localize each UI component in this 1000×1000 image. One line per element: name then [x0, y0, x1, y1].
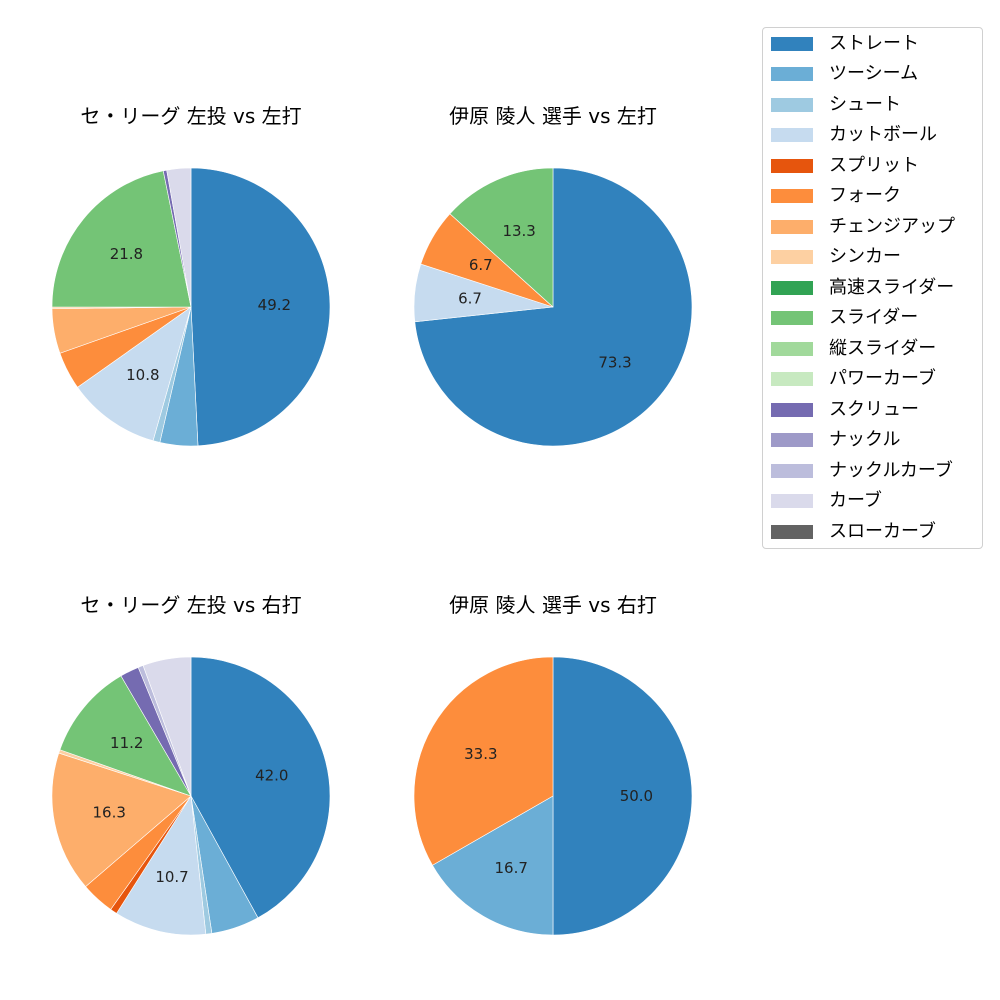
pie-slice-label: 42.0: [255, 766, 288, 784]
legend-swatch: [771, 189, 813, 203]
legend-label: シュート: [829, 94, 901, 115]
legend-item: カットボール: [771, 125, 937, 145]
pie-slice: [414, 167, 693, 447]
pie-slice-label: 6.7: [458, 289, 482, 307]
chart-title-ihara-vs-right: 伊原 陵人 選手 vs 右打: [449, 593, 657, 617]
legend-swatch: [771, 250, 813, 264]
legend-swatch: [771, 281, 813, 295]
pie-slice: [116, 795, 207, 936]
legend-swatch: [771, 464, 813, 478]
legend-label: ストレート: [829, 33, 919, 54]
legend-label: 縦スライダー: [829, 338, 937, 359]
pie-slice: [413, 656, 554, 866]
legend-swatch: [771, 372, 813, 386]
legend-item: シュート: [771, 95, 901, 115]
pie-slice: [142, 656, 192, 797]
legend-label: スローカーブ: [829, 521, 936, 542]
pie-slice-label: 6.7: [469, 256, 493, 274]
legend-label: カットボール: [829, 124, 937, 145]
legend-label: スクリュー: [829, 399, 919, 420]
pie-slice: [190, 167, 331, 447]
pie-league-vs-left: 49.2 10.8 21.8: [51, 167, 331, 447]
legend-item: フォーク: [771, 186, 901, 206]
legend-item: ストレート: [771, 34, 919, 54]
legend-label: パワーカーブ: [829, 368, 936, 389]
pie-slice-label: 49.2: [258, 296, 291, 314]
pie-league-vs-right: 42.0 10.7 16.3 11.2: [51, 656, 331, 936]
legend-swatch: [771, 494, 813, 508]
pie-slice: [51, 752, 192, 888]
pie-slice-label: 10.8: [126, 366, 159, 384]
legend-label: シンカー: [829, 246, 901, 267]
pie-slice: [51, 170, 192, 308]
pie-slice-label: 13.3: [502, 222, 535, 240]
pie-slice-label: 10.7: [155, 868, 188, 886]
legend-item: ツーシーム: [771, 64, 918, 84]
legend: ストレート ツーシーム シュート カットボール スプリット フォーク チェンジア…: [762, 27, 983, 549]
legend-swatch: [771, 67, 813, 81]
legend-item: ナックルカーブ: [771, 461, 953, 481]
chart-title-league-vs-right: セ・リーグ 左投 vs 右打: [80, 593, 302, 617]
chart-title-ihara-vs-left: 伊原 陵人 選手 vs 左打: [449, 104, 657, 128]
pie-slice: [59, 675, 192, 797]
legend-item: シンカー: [771, 247, 901, 267]
pie-slice-label: 50.0: [620, 787, 653, 805]
legend-swatch: [771, 128, 813, 142]
legend-item: ナックル: [771, 430, 900, 450]
pie-ihara-vs-left: 73.3 6.7 6.7 13.3: [413, 167, 693, 447]
pie-slice-label: 11.2: [110, 734, 143, 752]
pie-slice-label: 21.8: [110, 245, 143, 263]
legend-label: ナックルカーブ: [829, 460, 953, 481]
legend-swatch: [771, 311, 813, 325]
legend-swatch: [771, 403, 813, 417]
legend-item: スライダー: [771, 308, 918, 328]
legend-label: フォーク: [829, 185, 901, 206]
pie-slice: [166, 167, 192, 308]
legend-item: カーブ: [771, 491, 882, 511]
legend-label: カーブ: [829, 490, 882, 511]
legend-item: 高速スライダー: [771, 278, 954, 298]
pie-slice: [190, 656, 331, 919]
legend-item: チェンジアップ: [771, 217, 955, 237]
legend-item: スプリット: [771, 156, 919, 176]
legend-label: スプリット: [829, 155, 919, 176]
legend-label: チェンジアップ: [829, 216, 955, 237]
legend-swatch: [771, 342, 813, 356]
pie-slice-label: 73.3: [598, 354, 631, 372]
legend-label: スライダー: [829, 307, 919, 328]
legend-item: スクリュー: [771, 400, 919, 420]
chart-title-league-vs-left: セ・リーグ 左投 vs 左打: [80, 104, 302, 128]
legend-label: ナックル: [829, 429, 901, 450]
pie-slice-label: 16.7: [495, 859, 528, 877]
pie-slice-label: 16.3: [93, 803, 126, 821]
legend-item: 縦スライダー: [771, 339, 936, 359]
pie-slice: [449, 167, 554, 308]
pie-slice-label: 33.3: [464, 745, 497, 763]
legend-item: パワーカーブ: [771, 369, 936, 389]
legend-swatch: [771, 525, 813, 539]
legend-label: ツーシーム: [829, 63, 919, 84]
legend-swatch: [771, 37, 813, 51]
legend-swatch: [771, 159, 813, 173]
legend-swatch: [771, 220, 813, 234]
pie-slice: [552, 656, 693, 936]
pie-ihara-vs-right: 50.0 16.7 33.3: [413, 656, 693, 936]
pie-slice: [77, 306, 192, 442]
legend-swatch: [771, 433, 813, 447]
legend-label: 高速スライダー: [829, 277, 955, 298]
legend-swatch: [771, 98, 813, 112]
legend-item: スローカーブ: [771, 522, 936, 542]
pie-slice: [432, 795, 554, 936]
